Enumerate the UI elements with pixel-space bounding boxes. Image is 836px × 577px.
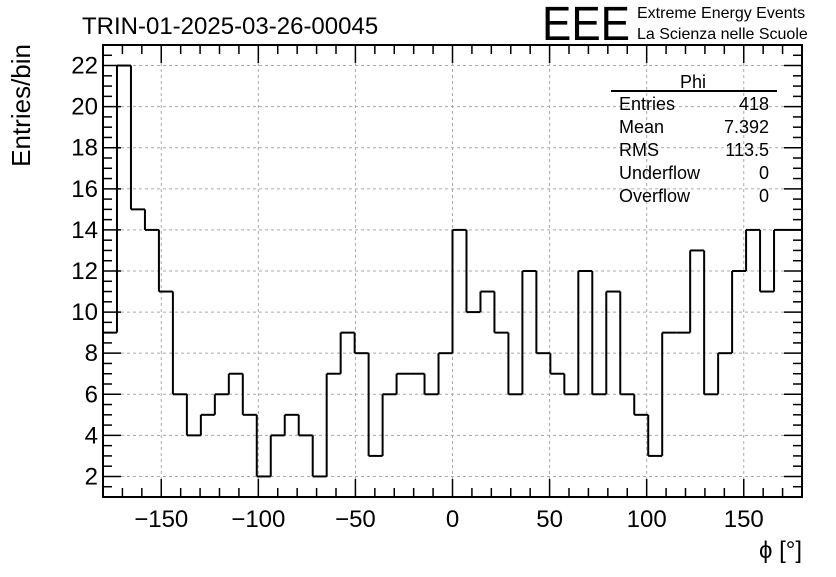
y-tick-label: 18 (71, 135, 98, 162)
stats-rows: Entries 418 Mean 7.392 RMS 113.5 Underflow 0 Ove… (619, 94, 769, 206)
y-tick-label: 6 (85, 381, 98, 408)
stats-label: Entries (619, 94, 675, 114)
y-tick-label: 2 (85, 463, 98, 490)
y-axis-label: Entries/bin (6, 44, 36, 167)
histogram-bins (103, 64, 802, 478)
stats-value: 418 (739, 94, 769, 114)
x-tick-label: 50 (536, 506, 563, 533)
y-tick-label: 12 (71, 258, 98, 285)
stats-label: RMS (619, 140, 659, 160)
plot-frame (102, 44, 803, 498)
stats-title: Phi (680, 72, 706, 92)
chart-title: TRIN-01-2025-03-26-00045 (82, 13, 378, 40)
x-tick-label: −100 (231, 506, 285, 533)
y-tick-label: 8 (85, 340, 98, 367)
x-tick-label: 100 (627, 506, 667, 533)
stats-box: Phi Entries 418 Mean 7.392 RMS 113.5 Underflow… (611, 72, 777, 206)
stats-value: 113.5 (725, 140, 769, 160)
stats-value: 0 (759, 186, 769, 206)
y-tick-label: 20 (71, 94, 98, 121)
y-tick-label: 10 (71, 299, 98, 326)
stats-value: 0 (759, 163, 769, 183)
x-tick-label: 150 (724, 506, 764, 533)
x-axis-label: ϕ [°] (759, 537, 802, 564)
y-tick-label: 14 (71, 217, 98, 244)
stats-label: Overflow (619, 186, 691, 206)
logo-line-1: Extreme Energy Events (637, 5, 805, 22)
y-tick-label: 22 (71, 53, 98, 80)
x-tick-label: −150 (134, 506, 188, 533)
eee-logo: EEE Extreme Energy Events La Scienza nel… (542, 0, 808, 51)
stats-label: Mean (619, 117, 664, 137)
logo-line-2: La Scienza nelle Scuole (637, 26, 808, 43)
x-tick-label: 0 (446, 506, 459, 533)
logo-mark: EEE (542, 0, 630, 51)
stats-value: 7.392 (724, 117, 769, 137)
tick-labels: −150 −100 −50 0 50 100 150 2 4 6 8 10 12 14 16 18 20 22 (71, 53, 763, 533)
y-tick-label: 16 (71, 176, 98, 203)
stats-label: Underflow (619, 163, 701, 183)
x-tick-label: −50 (335, 506, 376, 533)
y-tick-label: 4 (85, 422, 98, 449)
